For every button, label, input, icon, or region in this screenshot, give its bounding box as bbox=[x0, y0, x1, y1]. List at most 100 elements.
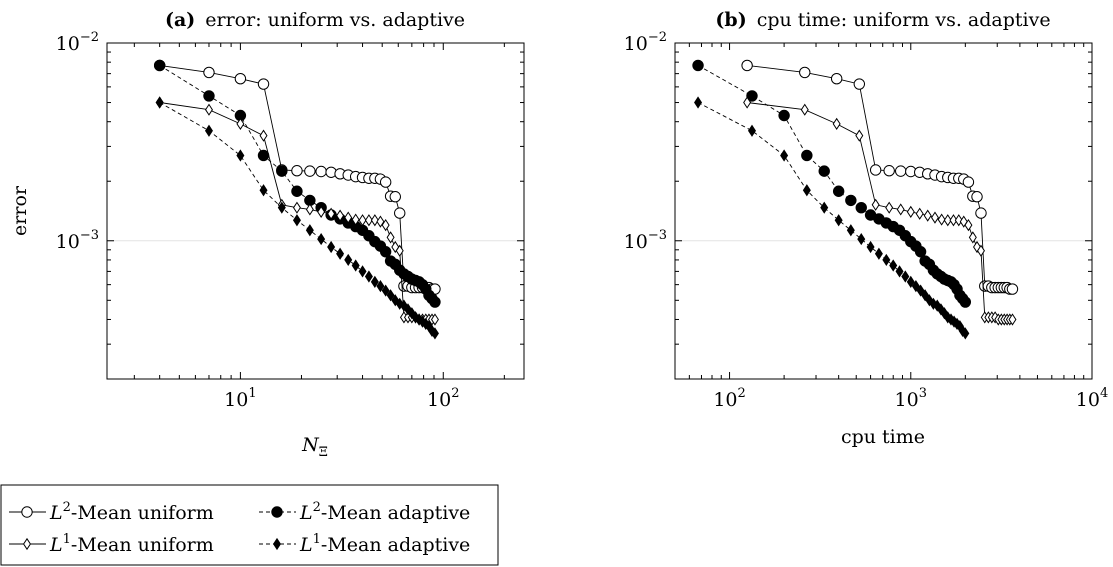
panel-b-series-1-point-6 bbox=[845, 194, 857, 207]
panel-a-series-2-point-16 bbox=[381, 218, 390, 232]
panel-a-series-3-point-6 bbox=[305, 224, 314, 237]
panel-b-series-2-point-1 bbox=[800, 103, 809, 116]
panel-a-series-2-point-12 bbox=[358, 214, 367, 227]
panel-a-series-1-point-4 bbox=[276, 165, 288, 177]
panel-b-series-0-point-29 bbox=[1006, 283, 1019, 295]
panel-a-series-3 bbox=[155, 96, 439, 340]
panel-b-frame bbox=[674, 42, 1093, 380]
panel-b-series-3-point-14 bbox=[906, 275, 915, 288]
panel-a-xtick-label-1: 102 bbox=[427, 386, 459, 411]
legend-entry-2: L1-Mean uniform bbox=[9, 532, 214, 556]
panel-a-series-2-point-1 bbox=[204, 103, 213, 116]
panel-a-series-1-point-0 bbox=[153, 59, 166, 72]
panel-b-series-1-point-5 bbox=[832, 185, 845, 197]
panel-a-series-2-point-3 bbox=[259, 129, 268, 142]
panel-b-series-2-point-3 bbox=[855, 129, 864, 142]
panel-b-title: (b) cpu time: uniform vs. adaptive bbox=[715, 9, 1050, 31]
panel-b-series-2-point-9 bbox=[923, 209, 932, 222]
panel-b-series-2-point-4 bbox=[871, 198, 880, 211]
panel-b-series-1-point-1 bbox=[746, 90, 758, 102]
panel-a-series-0-point-7 bbox=[315, 165, 327, 178]
panel-a-series-2-point-13 bbox=[364, 214, 373, 227]
panel-a-series-3-point-8 bbox=[327, 240, 336, 254]
panel-a-series-0-point-16 bbox=[379, 176, 392, 188]
panel-b-letter: (b) bbox=[715, 9, 746, 31]
legend-entry-2-marker-point-0 bbox=[23, 537, 31, 551]
panel-a-ytick-label-0: 10−3 bbox=[56, 228, 99, 253]
panel-a-series-3-point-18 bbox=[391, 294, 400, 307]
panel-b-series-2-point-0 bbox=[743, 96, 752, 109]
panel-b-series-1 bbox=[692, 59, 972, 308]
panel-b-series-2-point-5 bbox=[885, 201, 894, 214]
panel-a-letter: (a) bbox=[165, 9, 195, 31]
panel-a-xtick-label-0: 101 bbox=[224, 386, 256, 411]
panel-a-series-0-point-3 bbox=[257, 78, 270, 90]
panel-b-title-text: cpu time: uniform vs. adaptive bbox=[757, 9, 1051, 31]
panel-a-series-1-point-3 bbox=[257, 149, 270, 162]
panel-b-series-0-point-1 bbox=[799, 66, 811, 79]
panel-b-series-0-point-18 bbox=[971, 191, 983, 203]
legend: L2-Mean uniform L2-Mean adaptive L1-Mean u… bbox=[0, 484, 499, 566]
panel-b-series-2-point-19 bbox=[976, 244, 985, 257]
panel-b-series-3-point-8 bbox=[866, 240, 875, 254]
panel-a-ticks: 101 102 10−3 10−2 bbox=[56, 30, 524, 411]
panel-a-series-3-point-20 bbox=[399, 299, 408, 312]
panel-b-ticks: 102 103 104 10−3 10−2 bbox=[624, 30, 1109, 411]
panel-a-title-text: error: uniform vs. adaptive bbox=[205, 9, 465, 31]
panel-b-series bbox=[692, 59, 1019, 340]
panel-a-series-0-point-1 bbox=[203, 66, 215, 79]
panel-a-series-2-point-17 bbox=[386, 231, 395, 244]
panel-b-series-3-point-1 bbox=[748, 124, 756, 137]
panel-b-series-3-point-16 bbox=[916, 284, 925, 297]
panel-b-series-0-point-2 bbox=[830, 72, 843, 85]
panel-a-series-2-point-14 bbox=[370, 214, 379, 227]
panel-b-series-3-point-12 bbox=[895, 265, 904, 278]
panel-b-xtick-label-2: 104 bbox=[1076, 386, 1108, 411]
panel-a-series-2-point-29 bbox=[430, 313, 439, 326]
panel-a-series-2-point-9 bbox=[336, 209, 345, 222]
panel-b-series-2-point-13 bbox=[949, 214, 958, 227]
panel-b-series-3-point-7 bbox=[857, 232, 866, 246]
panel-b-xlabel: cpu time bbox=[841, 426, 925, 448]
panel-a-series-0-point-18 bbox=[389, 191, 401, 203]
panel-b-series-1-point-4 bbox=[818, 165, 830, 177]
panel-b-series-1-point-29 bbox=[959, 296, 972, 308]
panel-b-series-2-point-11 bbox=[937, 213, 946, 226]
panel-b-series-0-point-5 bbox=[883, 165, 895, 177]
panel-b-series-3-point-29 bbox=[961, 327, 970, 340]
panel-a-series-2-point-2 bbox=[236, 117, 245, 130]
panel-a-xlabel-sub: Ξ bbox=[319, 445, 328, 460]
panel-a-series-3-point-17 bbox=[386, 289, 395, 302]
panel-b-series-3-point-13 bbox=[901, 270, 910, 283]
panel-a-series-0-point-5 bbox=[291, 165, 303, 177]
panel-b-series-3-point-4 bbox=[820, 201, 829, 214]
panel-b-series-3 bbox=[694, 96, 970, 340]
panel-b-series-3-point-3 bbox=[802, 184, 811, 197]
panel-b-series-3-point-2 bbox=[780, 149, 789, 162]
panel-a-frame bbox=[106, 42, 525, 380]
legend-entry-0-label: L2-Mean uniform bbox=[49, 500, 214, 524]
panel-a-series-2-point-7 bbox=[317, 205, 326, 218]
panel-b-series-2 bbox=[743, 96, 1017, 326]
panel-b-ytick-label-1: 10−2 bbox=[624, 30, 667, 55]
panel-b-series-2-point-8 bbox=[915, 207, 924, 220]
panel-b-xtick-label-0: 102 bbox=[713, 386, 745, 411]
panel-b-xtick-label-1: 103 bbox=[895, 386, 927, 411]
panel-a-xlabel: NΞ bbox=[301, 434, 328, 460]
panel-b-series-3-point-9 bbox=[874, 247, 883, 260]
panel-b-series-3-point-15 bbox=[911, 279, 920, 293]
panel-b-series-2-point-6 bbox=[896, 203, 905, 216]
panel-a-series-2-point-10 bbox=[344, 211, 353, 224]
panel-a-series-3-point-22 bbox=[407, 307, 416, 320]
panel-a-xlabel-main: N bbox=[301, 434, 320, 456]
legend-frame bbox=[0, 484, 499, 566]
panel-a-series-0-line bbox=[159, 64, 435, 290]
panel-b-series-2-point-2 bbox=[832, 117, 841, 130]
panel-a-series-3-point-13 bbox=[364, 270, 373, 283]
panel-b-series-0-point-4 bbox=[869, 164, 882, 176]
legend-entry-1-marker-point-0 bbox=[271, 506, 283, 518]
panel-a-series-2-point-18 bbox=[391, 240, 400, 254]
panel-b-series-0-point-6 bbox=[895, 165, 907, 177]
panel-a-ylabel: error bbox=[9, 185, 31, 236]
